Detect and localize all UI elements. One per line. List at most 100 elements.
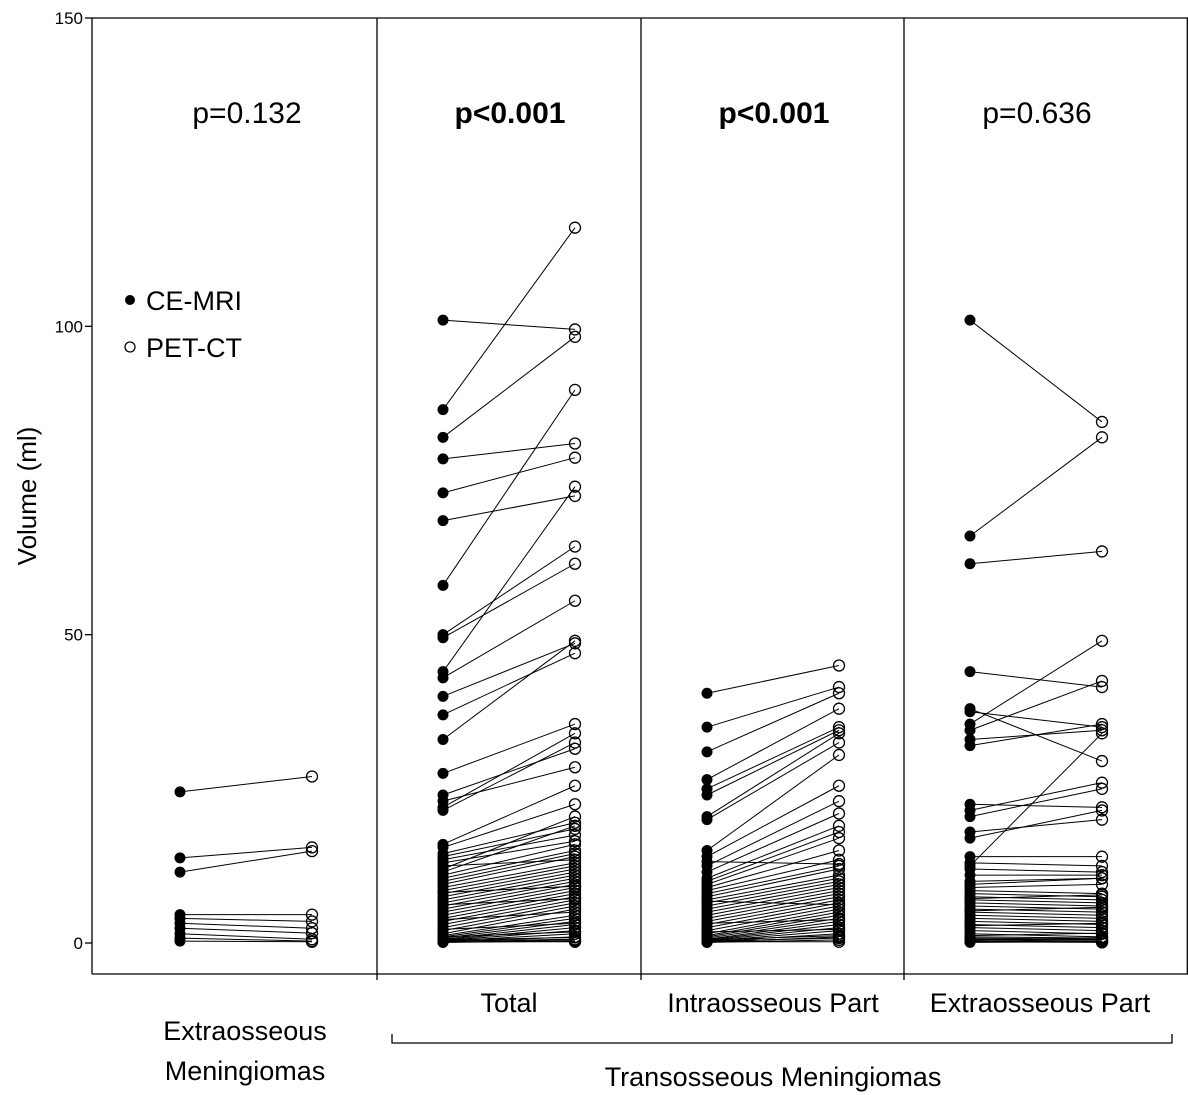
pet-ct-point <box>568 838 582 851</box>
pet-ct-point <box>832 862 846 876</box>
ce-mri-point <box>701 746 713 758</box>
pair-lines <box>706 665 840 943</box>
pet-ct-point <box>1095 782 1109 795</box>
pair-line <box>442 890 576 916</box>
pair-line <box>442 840 576 864</box>
x-label-line: Total <box>480 988 537 1018</box>
pet-ct-point <box>568 912 582 925</box>
pet-ct-point <box>568 887 582 900</box>
ce-mri-point <box>701 789 713 801</box>
pair-line <box>969 941 1103 943</box>
pet-ct-point <box>568 761 582 774</box>
pet-ct-point <box>568 634 582 647</box>
pair-line <box>442 927 576 941</box>
pair-line <box>442 911 576 921</box>
pet-ct-point <box>832 881 846 894</box>
p-value-label: p=0.132 <box>192 97 301 130</box>
pair-line <box>706 887 840 913</box>
pair-line <box>706 919 840 924</box>
pet-ct-point <box>568 884 582 897</box>
pair-line <box>969 911 1103 916</box>
pair-line <box>442 486 576 672</box>
pair-line <box>706 935 840 941</box>
pair-line <box>442 319 576 330</box>
pet-ct-point <box>1095 680 1109 694</box>
pair-line <box>179 937 313 942</box>
pair-line <box>442 931 576 938</box>
pet-ct-point <box>832 779 846 792</box>
pair-line <box>706 937 840 942</box>
pair-line <box>442 336 576 438</box>
x-label-line: Meningiomas <box>165 1056 326 1086</box>
pair-line <box>969 927 1103 932</box>
pet-ct-point <box>568 383 582 397</box>
pair-line <box>969 933 1103 938</box>
pair-line <box>442 457 576 494</box>
pet-ct-point <box>1095 801 1109 814</box>
pair-line <box>442 853 576 882</box>
pair-line <box>706 692 840 753</box>
pet-ct-point <box>568 835 582 848</box>
pair-line <box>442 880 576 907</box>
pair-line <box>706 837 840 885</box>
pair-line <box>179 850 313 873</box>
pet-ct-point <box>568 853 582 866</box>
pet-ct-point <box>832 659 846 672</box>
pair-line <box>179 922 313 929</box>
pair-line <box>442 563 576 639</box>
pair-line <box>442 938 576 942</box>
pet-ct-point <box>1095 717 1109 731</box>
pair-line <box>706 859 840 892</box>
pair-line <box>442 902 576 929</box>
pet-ct-point <box>832 702 846 715</box>
pet-ct-point <box>568 736 582 749</box>
ce-mri-point <box>437 314 449 326</box>
pair-line <box>969 893 1103 898</box>
pet-ct-point <box>568 819 582 832</box>
pair-line <box>442 896 576 922</box>
legend-label-pet-ct: PET-CT <box>146 333 242 363</box>
pair-line <box>442 914 576 937</box>
ce-mri-point <box>964 314 976 326</box>
group-bracket <box>391 1034 1173 1044</box>
pet-ct-point <box>1095 926 1109 940</box>
pair-line <box>442 389 576 586</box>
pet-ct-point <box>1095 896 1109 910</box>
pair-line <box>706 686 840 728</box>
pair-line <box>969 883 1103 888</box>
pet-ct-point <box>568 717 582 731</box>
ce-mri-point <box>964 740 976 752</box>
pair-line <box>969 671 1103 688</box>
pet-ct-point <box>305 908 319 921</box>
ce-mri-point <box>437 404 449 416</box>
pet-ct-point <box>1095 776 1109 789</box>
ce-mri-point <box>174 852 186 864</box>
pair-line <box>969 906 1103 912</box>
pair-line <box>706 726 840 790</box>
ce-mri-point <box>437 899 449 911</box>
pet-ct-point <box>832 724 846 737</box>
pet-ct-point <box>568 822 582 836</box>
pet-ct-point <box>1095 813 1109 826</box>
ce-mri-point <box>701 856 713 868</box>
group-label: Transosseous Meningiomas <box>605 1062 942 1092</box>
pet-ct-point <box>1095 721 1109 734</box>
pair-line <box>442 936 576 941</box>
pet-ct-point <box>1095 901 1109 914</box>
pet-ct-point <box>832 923 846 936</box>
x-label-4: Extraosseous Part <box>930 988 1151 1018</box>
pair-line <box>442 874 576 901</box>
pet-ct-point <box>1095 674 1109 688</box>
pair-line <box>442 227 576 410</box>
pair-line <box>706 865 840 895</box>
pet-ct-point <box>832 878 846 891</box>
pair-markers <box>437 221 582 948</box>
pet-ct-point <box>832 935 846 948</box>
pet-ct-point <box>305 844 319 858</box>
pet-ct-point <box>568 917 582 930</box>
pet-ct-point <box>568 921 582 934</box>
pair-line <box>969 782 1103 811</box>
y-tick-label-50: 50 <box>64 626 83 645</box>
pair-line <box>442 748 576 796</box>
pair-line <box>706 850 840 888</box>
